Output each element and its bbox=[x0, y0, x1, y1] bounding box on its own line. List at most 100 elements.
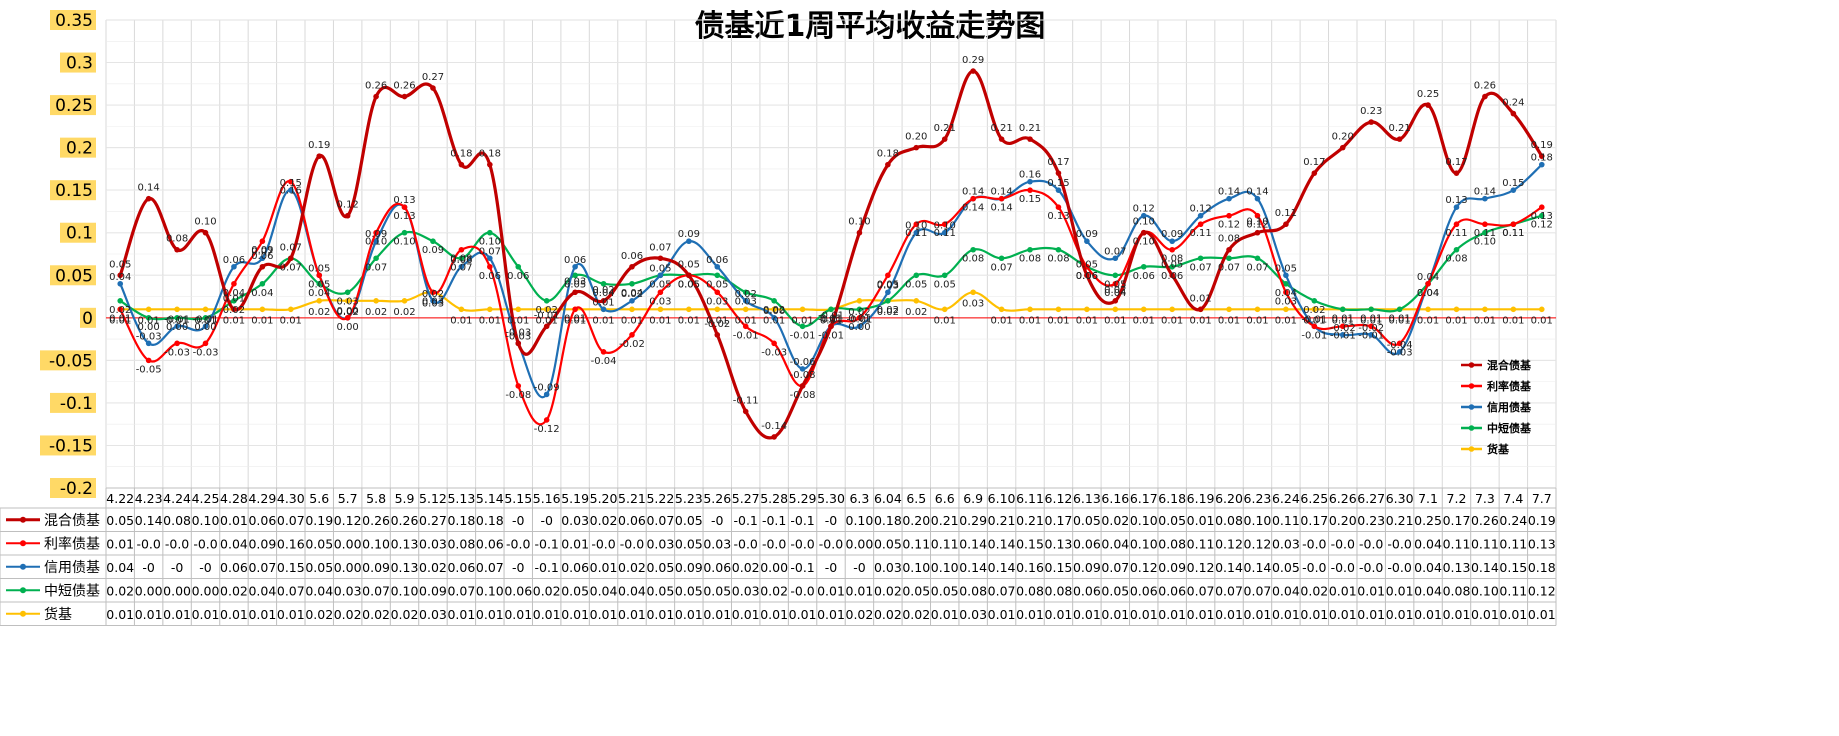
data-label: 0.02 bbox=[422, 289, 444, 300]
legend-marker bbox=[1468, 383, 1475, 389]
data-point bbox=[174, 246, 180, 253]
y-tick-bg bbox=[50, 392, 96, 413]
data-label: 0.09 bbox=[1161, 229, 1183, 240]
data-label: 0.08 bbox=[1047, 254, 1069, 265]
table-cell: 0.25 bbox=[1414, 513, 1442, 528]
table-cell: 0.01 bbox=[817, 583, 845, 598]
data-label: 0.12 bbox=[1133, 204, 1155, 215]
series-line bbox=[119, 180, 1543, 426]
data-label: 0.07 bbox=[649, 242, 671, 253]
row-marker bbox=[20, 563, 26, 570]
data-point bbox=[515, 263, 522, 270]
data-point bbox=[487, 161, 493, 168]
data-point bbox=[543, 306, 550, 313]
x-tick-label: 6.16 bbox=[1101, 491, 1129, 506]
data-label: 0.03 bbox=[962, 298, 984, 309]
data-point bbox=[515, 306, 522, 313]
data-point bbox=[1425, 280, 1431, 287]
data-label: 0.06 bbox=[1076, 271, 1098, 282]
data-label: 0.21 bbox=[934, 123, 956, 134]
data-point bbox=[430, 298, 436, 304]
table-cell: 0.01 bbox=[1357, 607, 1385, 622]
data-label: -0.01 bbox=[846, 314, 872, 325]
data-point bbox=[572, 289, 578, 296]
data-label: -0.01 bbox=[1330, 330, 1356, 341]
data-point bbox=[1339, 306, 1346, 313]
data-point bbox=[1140, 263, 1147, 270]
data-label: -0.01 bbox=[1301, 330, 1327, 341]
data-label: 0.03 bbox=[564, 276, 586, 287]
data-label: 0.10 bbox=[393, 237, 415, 248]
table-cell: 0.01 bbox=[732, 607, 760, 622]
data-label: 0.01 bbox=[1502, 315, 1524, 326]
data-point bbox=[1226, 195, 1232, 202]
table-cell: 0.05 bbox=[703, 583, 731, 598]
table-cell: 0.01 bbox=[931, 607, 959, 622]
data-label: 0.01 bbox=[820, 315, 842, 326]
table-cell: 0.03 bbox=[874, 560, 902, 575]
data-label: 0.08 bbox=[1161, 254, 1183, 265]
data-label: 0.01 bbox=[1076, 315, 1098, 326]
data-label: 0.20 bbox=[905, 132, 927, 143]
data-label: 0.01 bbox=[1104, 315, 1126, 326]
data-point bbox=[1283, 221, 1289, 228]
data-point bbox=[145, 306, 152, 313]
table-cell: 0.12 bbox=[1187, 560, 1215, 575]
y-tick-label: 0.35 bbox=[55, 11, 93, 31]
table-cell: 0.03 bbox=[703, 536, 731, 551]
data-label: 0.00 bbox=[138, 322, 160, 333]
data-label: 0.18 bbox=[450, 149, 472, 160]
row-marker bbox=[20, 516, 26, 523]
data-label: 0.05 bbox=[109, 259, 131, 270]
data-label: 0.11 bbox=[1502, 228, 1524, 239]
table-cell: 0.03 bbox=[959, 607, 987, 622]
table-cell: 0.01 bbox=[1357, 583, 1385, 598]
data-point bbox=[1226, 306, 1232, 313]
table-cell: 0.06 bbox=[447, 560, 475, 575]
data-label: 0.01 bbox=[251, 315, 273, 326]
data-label: 0.07 bbox=[1246, 262, 1268, 273]
data-point bbox=[373, 238, 379, 245]
data-point bbox=[430, 289, 436, 296]
table-cell: 0.01 bbox=[1215, 607, 1243, 622]
data-label: 0.01 bbox=[109, 313, 131, 324]
data-label: 0.12 bbox=[1246, 220, 1268, 231]
data-label: 0.01 bbox=[166, 315, 188, 326]
data-label: 0.14 bbox=[138, 183, 160, 194]
data-label: 0.15 bbox=[1502, 178, 1524, 189]
data-label: 0.02 bbox=[848, 307, 870, 318]
row-name: 信用债基 bbox=[44, 559, 100, 576]
data-point bbox=[117, 298, 124, 304]
table-cell: 0.10 bbox=[1130, 536, 1158, 551]
table-cell: 0.06 bbox=[504, 583, 532, 598]
table-cell: 0.10 bbox=[931, 560, 959, 575]
table-cell: 0.08 bbox=[1215, 513, 1243, 528]
data-point bbox=[1055, 246, 1062, 253]
data-label: 0.01 bbox=[1531, 315, 1553, 326]
data-point bbox=[572, 272, 578, 279]
table-cell: -0 bbox=[199, 560, 212, 575]
data-point bbox=[856, 315, 863, 321]
x-tick-label: 4.24 bbox=[163, 491, 191, 506]
data-point bbox=[1368, 306, 1374, 313]
data-label: 0.08 bbox=[450, 254, 472, 265]
table-cell: 0.01 bbox=[277, 607, 305, 622]
data-point bbox=[629, 263, 635, 270]
data-label: 0.05 bbox=[678, 279, 700, 290]
table-cell: 0.18 bbox=[874, 513, 902, 528]
data-point bbox=[885, 272, 891, 279]
table-cell: -0.0 bbox=[1331, 536, 1355, 551]
data-label: 0.02 bbox=[621, 289, 643, 300]
data-point bbox=[629, 298, 635, 304]
data-point bbox=[1453, 221, 1460, 228]
table-cell: 0.26 bbox=[1471, 513, 1499, 528]
data-label: 0.08 bbox=[1218, 234, 1240, 245]
data-label: 0.04 bbox=[1417, 272, 1439, 283]
table-cell: 0.06 bbox=[703, 560, 731, 575]
data-point bbox=[1538, 161, 1545, 168]
table-cell: 0.02 bbox=[533, 583, 561, 598]
data-label: 0.09 bbox=[251, 245, 273, 256]
x-tick-label: 6.18 bbox=[1158, 491, 1186, 506]
table-cell: 0.12 bbox=[1215, 536, 1243, 551]
data-label: 0.05 bbox=[308, 279, 330, 290]
